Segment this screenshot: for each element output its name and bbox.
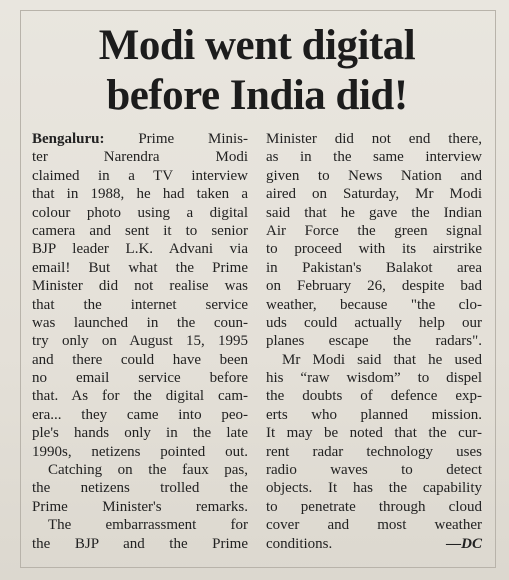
text-line: in Pakistan's Balakot area <box>266 259 482 276</box>
text-line: conditions. —DC <box>266 535 482 552</box>
text-line: The embarrassment for <box>48 517 248 534</box>
text-line: weather, because "the clo- <box>266 296 482 313</box>
text-line: that. As for the digital cam- <box>32 388 248 405</box>
text-line: Air Force the green signal <box>266 222 482 239</box>
text-line: planes escape the radars". <box>266 333 482 350</box>
text-line: uds could actually help our <box>266 314 482 331</box>
text-line: ter Narendra Modi <box>32 149 248 166</box>
text-line: and there could have been <box>32 351 248 368</box>
signature: —DC <box>446 535 482 552</box>
text-line: claimed in a TV interview <box>32 167 248 184</box>
headline: Modi went digital <box>98 22 416 69</box>
text-line: no email service before <box>32 370 248 387</box>
border <box>20 10 496 568</box>
text-line: Mr Modi said that he used <box>282 351 482 368</box>
text-line: was launched in the coun- <box>32 314 248 331</box>
text-line: ple's hands only in the late <box>32 425 248 442</box>
text-line: try only on August 15, 1995 <box>32 333 248 350</box>
text-line: radio waves to detect <box>266 462 482 479</box>
headline: before India did! <box>106 72 408 119</box>
dateline: Bengaluru: <box>32 131 105 147</box>
column: Minister did not end there, as in the sam… <box>266 130 482 553</box>
text-line: the netizens trolled the <box>32 480 248 497</box>
text-line: the doubts of defence exp- <box>266 388 482 405</box>
text-line: that in 1988, he had taken a <box>32 186 248 203</box>
text-line: camera and sent it to senior <box>32 222 248 239</box>
text-line: to penetrate through cloud <box>266 498 482 515</box>
text-line: era... they came into peo- <box>32 406 248 423</box>
text-line: email! But what the Prime <box>32 259 248 276</box>
text-line: Bengaluru: Prime Minis- <box>32 130 248 148</box>
text-line: to proceed with its airstrike <box>266 241 482 258</box>
text-line: objects. It has the capability <box>266 480 482 497</box>
text-line: given to News Nation and <box>266 167 482 184</box>
text-line: cover and most weather <box>266 517 482 534</box>
text-line: his “raw wisdom” to dispel <box>266 370 482 387</box>
text-line: Prime Minister's remarks. <box>32 498 248 515</box>
text-line: rent radar technology uses <box>266 443 482 460</box>
text-line: the BJP and the Prime <box>32 535 248 552</box>
text-line: erts who planned mission. <box>266 406 482 423</box>
text-line: Minister did not realise was <box>32 278 248 295</box>
text-line: colour photo using a digital <box>32 204 248 221</box>
text-line: as in the same interview <box>266 149 482 166</box>
text-line: aired on Saturday, Mr Modi <box>266 186 482 203</box>
text-line: said that he gave the Indian <box>266 204 482 221</box>
text-line: that the internet service <box>32 296 248 313</box>
column: Bengaluru: Prime Minis-ter Narendra Modi… <box>32 130 248 553</box>
text-line: 1990s, netizens pointed out. <box>32 443 248 460</box>
text-line: BJP leader L.K. Advani via <box>32 241 248 258</box>
text-line: Catching on the faux pas, <box>48 462 248 479</box>
text-line: on February 26, despite bad <box>266 278 482 295</box>
text: Prime Minis- <box>138 131 248 147</box>
text-line: It may be noted that the cur- <box>266 425 482 442</box>
text-line: Minister did not end there, <box>266 131 482 147</box>
